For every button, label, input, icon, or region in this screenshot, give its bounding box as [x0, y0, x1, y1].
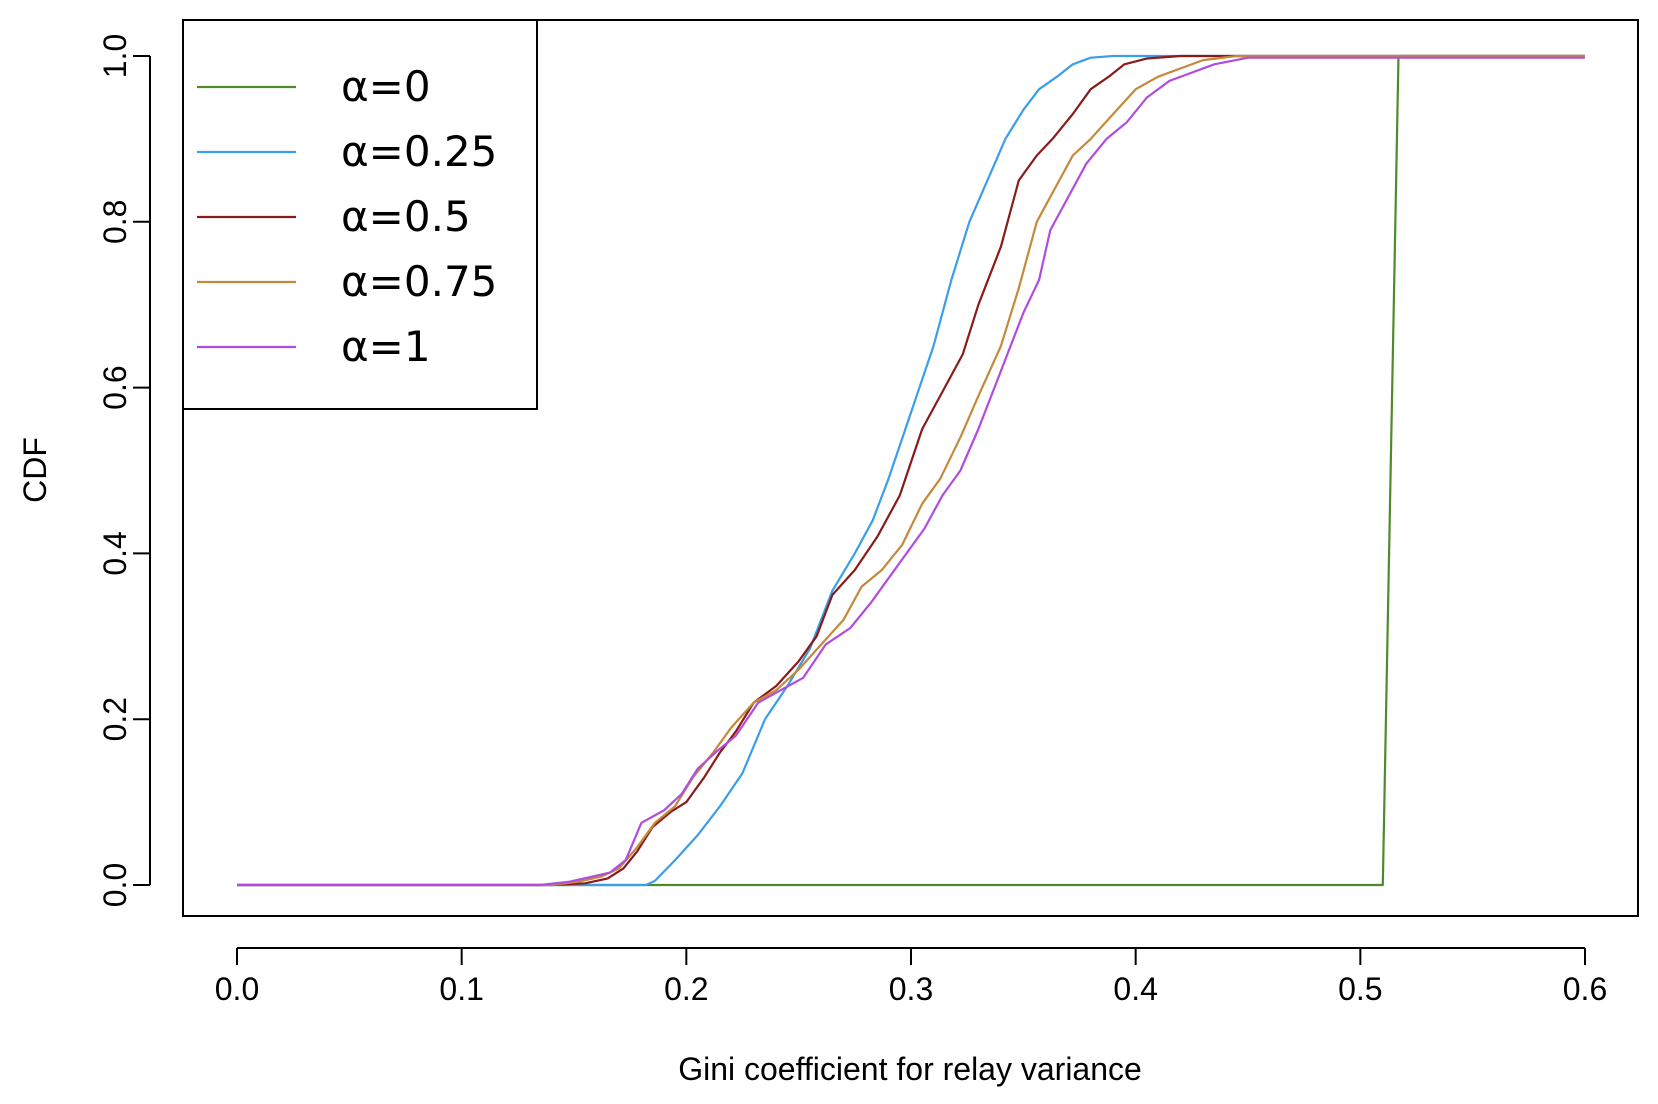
- x-tick-label: 0.1: [439, 971, 483, 1007]
- y-tick-label: 0.6: [97, 365, 133, 409]
- series-line-2: [237, 54, 1585, 887]
- x-tick-label: 0.2: [664, 971, 708, 1007]
- legend: α=0 α=0.25 α=0.5 α=0.75 α=1: [182, 19, 538, 410]
- x-axis-label: Gini coefficient for relay variance: [678, 1051, 1142, 1087]
- series-layer: [237, 54, 1585, 887]
- legend-label-3: α=0.75: [341, 257, 497, 306]
- x-tick-label: 0.0: [215, 971, 259, 1007]
- series-line-3: [237, 54, 1585, 887]
- x-tick-label: 0.4: [1113, 971, 1157, 1007]
- y-axis: 0.0 0.2 0.4 0.6 0.8 1.0: [97, 34, 151, 907]
- legend-label-1: α=0.25: [341, 127, 497, 176]
- x-tick-label: 0.6: [1563, 971, 1607, 1007]
- x-tick-label: 0.3: [889, 971, 933, 1007]
- series-line-1: [237, 54, 1585, 887]
- y-tick-label: 1.0: [97, 34, 133, 78]
- legend-label-0: α=0: [341, 62, 431, 111]
- legend-box: [182, 19, 538, 410]
- y-tick-label: 0.2: [97, 697, 133, 741]
- legend-label-4: α=1: [341, 322, 431, 371]
- legend-label-2: α=0.5: [341, 192, 471, 241]
- y-axis-label: CDF: [17, 437, 53, 503]
- y-tick-label: 0.8: [97, 200, 133, 244]
- x-axis: 0.0 0.1 0.2 0.3 0.4 0.5 0.6: [215, 947, 1607, 1007]
- y-tick-label: 0.0: [97, 863, 133, 907]
- plot-frame: [182, 19, 1639, 917]
- y-tick-label: 0.4: [97, 531, 133, 575]
- series-line-4: [237, 56, 1585, 887]
- x-tick-label: 0.5: [1338, 971, 1382, 1007]
